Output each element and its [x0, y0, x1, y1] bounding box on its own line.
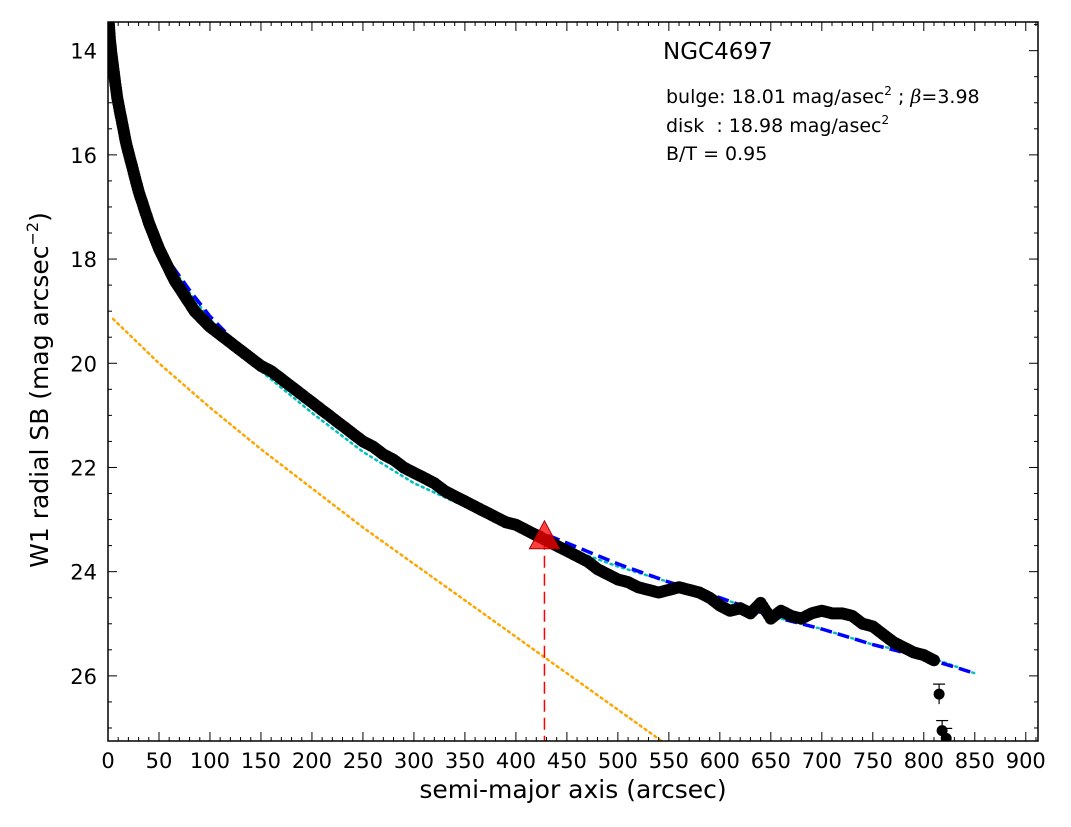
x-tick-label: 0 [101, 749, 114, 773]
x-tick-label: 500 [598, 749, 638, 773]
data-point [928, 654, 940, 667]
y-tick-label: 20 [70, 352, 97, 376]
y-tick-label: 22 [70, 456, 97, 480]
y-tick-label: 18 [70, 248, 97, 272]
y-tick-label: 24 [70, 561, 97, 585]
x-tick-label: 300 [394, 749, 434, 773]
x-axis-ticks: 0 50 100 150 200 250 300 350 400 450 500 550 600 650 7… [101, 22, 1046, 773]
x-tick-label: 400 [496, 749, 536, 773]
x-tick-label: 550 [649, 749, 689, 773]
x-tick-label: 100 [190, 749, 230, 773]
chart-title: NGC4697 [663, 39, 773, 65]
plot-frame [107, 21, 1039, 742]
data-points-layer [108, 22, 953, 741]
annotation-bt: B/T = 0.95 [666, 143, 767, 165]
data-point-outer [933, 688, 945, 700]
x-tick-label: 50 [146, 749, 173, 773]
y-axis-ticks: 14 16 18 20 22 24 26 [70, 24, 1038, 729]
y-tick-label: 14 [70, 40, 97, 64]
x-tick-label: 650 [751, 749, 791, 773]
annotation-bulge: bulge: 18.01 mag/asec2 ; β=3.98 [666, 84, 980, 108]
disk-model-layer [111, 317, 664, 741]
x-tick-label: 750 [853, 749, 893, 773]
x-tick-label: 200 [292, 749, 332, 773]
x-tick-label: 600 [700, 749, 740, 773]
y-axis-label: W1 radial SB (mag arcsec−2) [23, 212, 54, 568]
x-tick-label: 350 [445, 749, 485, 773]
annotation-disk: disk : 18.98 mag/asec2 [666, 113, 889, 137]
x-tick-label: 250 [343, 749, 383, 773]
y-tick-label: 16 [70, 144, 97, 168]
x-tick-label: 700 [802, 749, 842, 773]
x-tick-label: 800 [904, 749, 944, 773]
transition-marker-triangle [528, 519, 561, 550]
x-tick-label: 150 [241, 749, 281, 773]
x-tick-label: 900 [1006, 749, 1046, 773]
x-tick-label: 450 [547, 749, 587, 773]
x-tick-label: 850 [955, 749, 995, 773]
y-tick-label: 26 [70, 665, 97, 689]
data-point-outer [940, 732, 952, 741]
plot-area [108, 22, 977, 741]
x-axis-label: semi-major axis (arcsec) [419, 775, 726, 804]
disk-model-line [111, 317, 664, 741]
marker-layer [528, 519, 561, 550]
